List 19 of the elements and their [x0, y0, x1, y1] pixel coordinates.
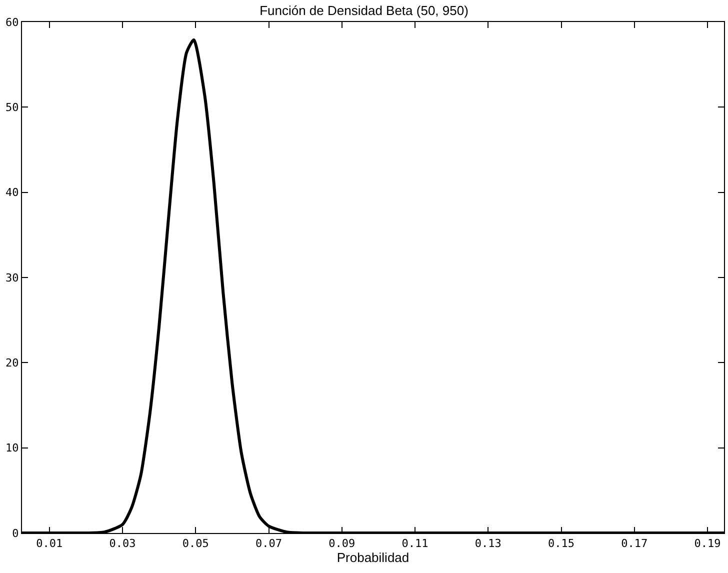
x-tick-label: 0.13	[474, 537, 502, 550]
y-tick-label: 60	[6, 16, 19, 29]
x-tick-label: 0.15	[548, 537, 575, 550]
x-axis-title: Probabilidad	[336, 550, 410, 566]
x-tick-label: 0.09	[328, 537, 356, 550]
chart-title: Función de Densidad Beta (50, 950)	[260, 2, 468, 18]
x-tick-label: 0.05	[182, 537, 209, 550]
y-tick-label: 50	[6, 101, 19, 114]
x-tick-label: 0.11	[402, 537, 428, 550]
x-tick-label: 0.07	[256, 537, 282, 550]
x-tick-label: 0.03	[109, 537, 136, 550]
x-tick-label: 0.19	[694, 537, 721, 550]
y-tick-label: 40	[6, 186, 19, 200]
y-tick-label: 0	[12, 526, 19, 540]
y-tick-label: 20	[6, 356, 19, 370]
x-tick-label: 0.01	[36, 537, 63, 550]
y-tick-label: 30	[6, 271, 19, 284]
y-tick-label: 10	[6, 442, 19, 455]
x-tick-label: 0.17	[621, 537, 648, 550]
